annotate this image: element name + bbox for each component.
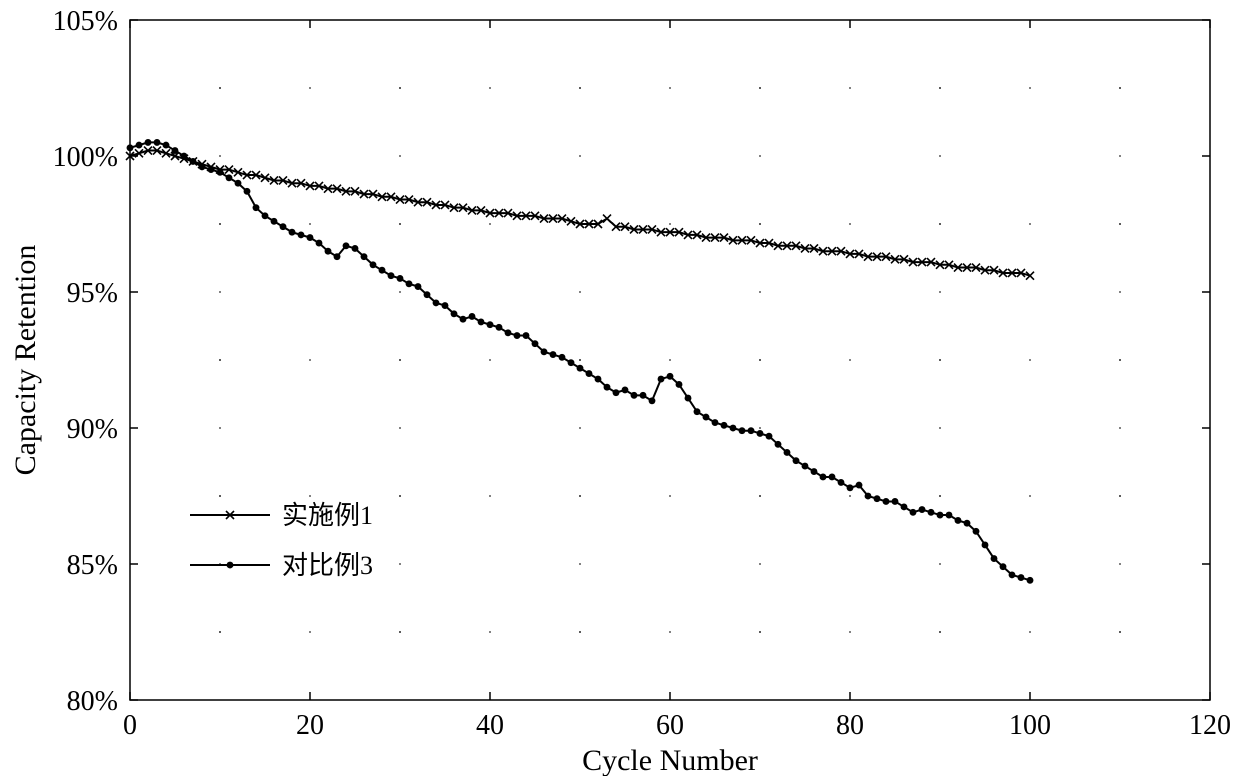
x-axis-label: Cycle Number	[582, 744, 758, 776]
x-tick-label: 40	[476, 710, 504, 741]
x-tick-label: 60	[656, 710, 684, 741]
chart-container: 0 20 40 60 80 100 120 80% 85% 90% 95% 100% 105% Cycle…	[0, 0, 1240, 776]
legend-label-series1: 实施例1	[282, 501, 373, 530]
y-tick-label: 80%	[67, 686, 118, 717]
x-tick-label: 80	[836, 710, 864, 741]
x-tick-label: 0	[123, 710, 137, 741]
y-tick-label: 95%	[67, 278, 118, 309]
y-tick-label: 85%	[67, 550, 118, 581]
x-tick-label: 100	[1009, 710, 1051, 741]
y-tick-label: 90%	[67, 414, 118, 445]
y-axis-label: Capacity Retention	[9, 245, 42, 476]
x-tick-label: 20	[296, 710, 324, 741]
chart-svg: 0 20 40 60 80 100 120 80% 85% 90% 95% 100% 105% Cycle…	[0, 0, 1240, 776]
x-tick-label: 120	[1189, 710, 1231, 741]
legend-label-series2: 对比例3	[282, 551, 373, 580]
y-tick-label: 105%	[53, 6, 118, 37]
y-tick-label: 100%	[53, 142, 118, 173]
